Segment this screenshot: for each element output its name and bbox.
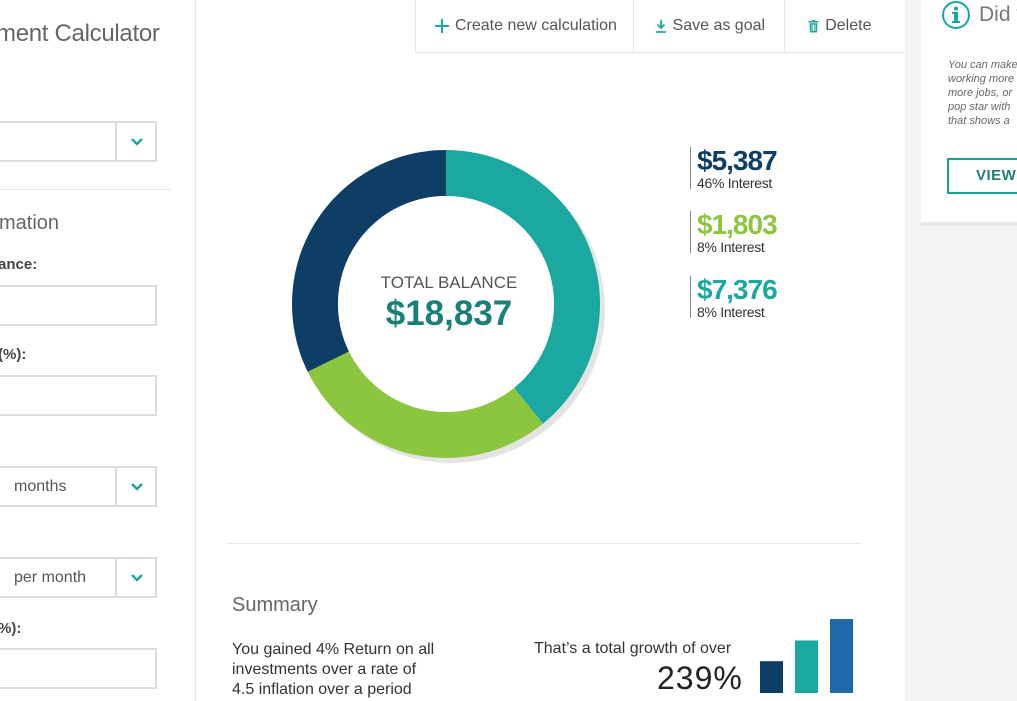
select-divider — [115, 468, 117, 505]
rate-label: (%): — [0, 346, 27, 363]
did-you-know-card: Did y You can make working more more job… — [921, 0, 1017, 226]
donut-segment — [307, 351, 543, 459]
donut-segment — [446, 150, 600, 424]
summary-text: You gained 4% Return on all investments … — [232, 641, 435, 698]
legend-amount: $7,376 — [697, 274, 778, 305]
inflation-label: %): — [0, 620, 22, 637]
delete-label: Delete — [825, 17, 872, 34]
plus-icon — [435, 19, 449, 33]
growth-bar — [760, 661, 783, 693]
total-balance-value: $18,837 — [386, 294, 513, 333]
view-button[interactable]: VIEW — [947, 158, 1017, 194]
tips-panel: Did y You can make working more more job… — [905, 0, 1017, 701]
donut-segments — [291, 150, 600, 459]
create-calculation-button[interactable]: Create new calculation — [416, 0, 634, 52]
growth-bar — [795, 640, 818, 693]
select-value: per month — [14, 569, 87, 586]
legend-interest: 8% Interest — [697, 239, 765, 255]
form-divider — [0, 189, 171, 190]
growth-bar-chart — [760, 619, 853, 693]
did-you-know-title: Did y — [979, 3, 1017, 26]
legend-interest: 8% Interest — [697, 304, 765, 320]
legend-interest: 46% Interest — [697, 175, 772, 191]
chevron-down-icon — [131, 574, 143, 582]
legend-amount: $5,387 — [697, 145, 778, 176]
form-section-title: mation — [0, 212, 60, 234]
save-as-goal-label: Save as goal — [672, 17, 766, 34]
results-panel: Create new calculation Save as goal Dele… — [197, 0, 905, 701]
toolbar: Create new calculation Save as goal Dele… — [415, 0, 905, 53]
balance-input[interactable] — [0, 285, 157, 326]
info-icon — [942, 1, 970, 29]
legend-item: $5,387 46% Interest — [690, 145, 778, 191]
legend-item: $7,376 8% Interest — [690, 274, 778, 320]
donut-hole — [338, 196, 554, 412]
balance-donut-chart: TOTAL BALANCE $18,837 — [291, 150, 605, 463]
rate-input[interactable] — [0, 375, 157, 416]
chevron-down-icon — [131, 138, 143, 146]
select-divider — [115, 559, 117, 596]
chevron-down-icon — [131, 483, 143, 491]
balance-label: ance: — [0, 256, 38, 273]
calculation-type-select[interactable] — [0, 121, 157, 162]
legend-amount: $1,803 — [697, 209, 778, 240]
delete-button[interactable]: Delete — [785, 0, 905, 52]
calculator-title: ment Calculator — [0, 20, 160, 47]
summary-title: Summary — [232, 594, 318, 616]
select-value: months — [14, 478, 67, 495]
term-unit-select[interactable]: months — [0, 466, 157, 507]
growth-text: That’s a total growth of over — [534, 640, 732, 657]
growth-bar — [830, 619, 853, 693]
summary-divider — [227, 543, 861, 544]
donut-segment — [291, 150, 446, 372]
did-you-know-text: You can make working more more jobs, or … — [948, 59, 1017, 127]
legend-item: $1,803 8% Interest — [690, 209, 778, 255]
create-calculation-label: Create new calculation — [455, 17, 617, 34]
total-balance-label: TOTAL BALANCE — [381, 273, 518, 292]
contribution-frequency-select[interactable]: per month — [0, 557, 157, 598]
growth-percentage: 239% — [657, 660, 743, 696]
download-icon — [655, 20, 666, 33]
select-divider — [115, 123, 117, 160]
save-as-goal-button[interactable]: Save as goal — [634, 0, 786, 52]
calculator-form-panel: ment Calculator mation ance: (%): months… — [0, 0, 196, 701]
inflation-input[interactable] — [0, 648, 157, 689]
trash-icon — [808, 19, 819, 32]
